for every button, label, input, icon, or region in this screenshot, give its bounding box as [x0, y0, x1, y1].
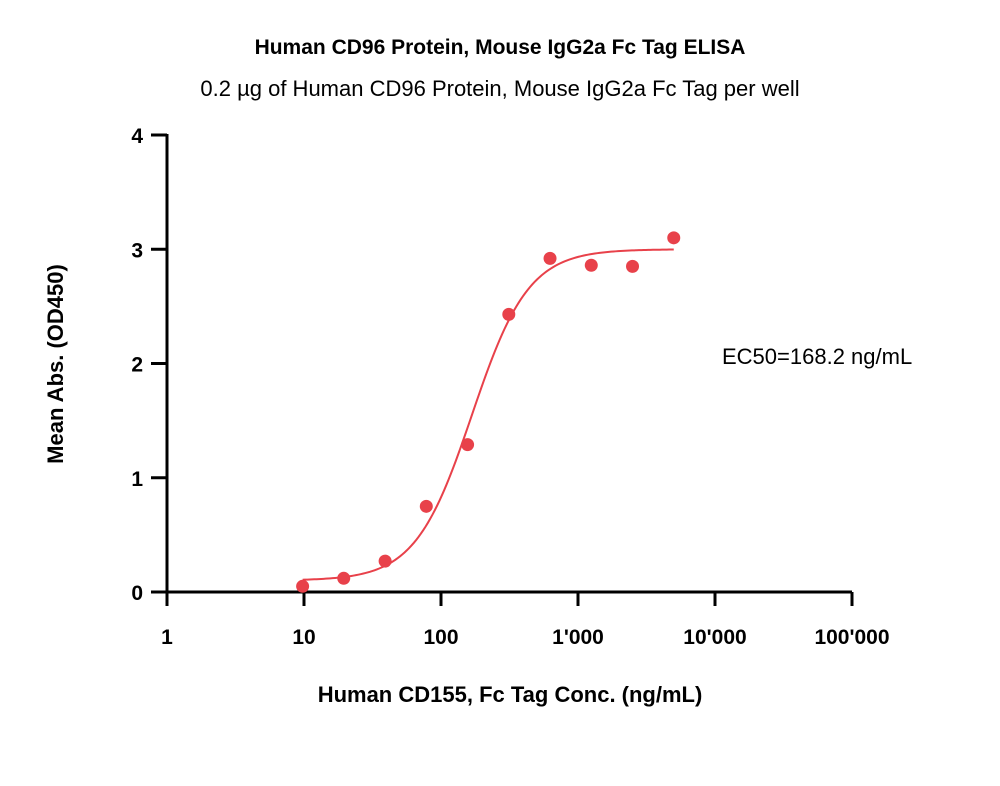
x-tick-label: 1'000 [552, 626, 604, 649]
x-tick-label: 100'000 [814, 626, 889, 649]
y-tick-label: 1 [131, 468, 143, 491]
x-tick-label: 1 [161, 626, 173, 649]
data-point [502, 307, 516, 321]
x-tick-label: 100 [423, 626, 458, 649]
chart-subtitle: 0.2 µg of Human CD96 Protein, Mouse IgG2… [200, 76, 800, 101]
x-axis-label: Human CD155, Fc Tag Conc. (ng/mL) [317, 682, 703, 707]
y-tick-label: 2 [131, 354, 143, 377]
data-point [296, 579, 310, 593]
data-point [461, 438, 475, 452]
data-point [543, 251, 557, 265]
y-axis-label: Mean Abs. (OD450) [43, 264, 68, 464]
chart-title: Human CD96 Protein, Mouse IgG2a Fc Tag E… [254, 36, 746, 59]
fit-curve-group [302, 248, 674, 581]
ec50-annotation: EC50=168.2 ng/mL [722, 344, 913, 369]
y-tick-label: 4 [131, 125, 143, 148]
data-point [667, 231, 681, 245]
data-point [584, 258, 598, 272]
data-points [296, 231, 681, 593]
data-point [419, 499, 433, 513]
y-tick-label: 0 [131, 582, 143, 605]
data-point [626, 259, 640, 273]
x-tick-label: 10 [292, 626, 315, 649]
fit-curve [302, 248, 674, 581]
y-tick-label: 3 [131, 239, 143, 262]
data-point [378, 554, 392, 568]
x-tick-label: 10'000 [683, 626, 746, 649]
data-point [337, 571, 351, 585]
